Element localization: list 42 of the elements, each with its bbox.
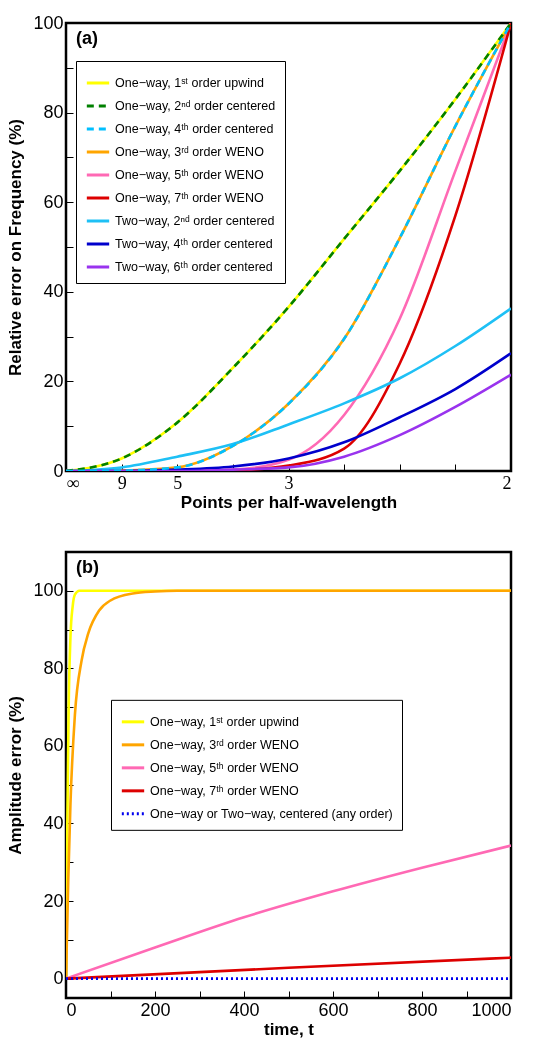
legend-label: Two−way, 6ᵗʰ order centered — [115, 260, 273, 274]
annotation: (b) — [76, 557, 99, 577]
y-tick-label: 40 — [43, 281, 64, 302]
x-axis-title: Points per half-wavelength — [180, 492, 398, 512]
legend-label: One−way, 1ˢᵗ order upwind — [150, 714, 299, 729]
legend-label: One−way or Two−way, centered (any order) — [150, 806, 393, 821]
legend-label: One−way, 2ⁿᵈ order centered — [115, 99, 276, 113]
y-axis-title: Amplitude error (%) — [6, 696, 26, 855]
legend-label: One−way, 5ᵗʰ order WENO — [150, 760, 299, 775]
legend-label: One−way, 1ˢᵗ order upwind — [115, 76, 264, 90]
y-tick-label: 80 — [43, 657, 64, 678]
legend-label: One−way, 3ʳᵈ order WENO — [150, 737, 300, 752]
legend-label: One−way, 7ᵗʰ order WENO — [150, 783, 299, 798]
x-tick-label: 600 — [318, 999, 349, 1020]
y-axis-title: Relative error on Frequency (%) — [6, 119, 26, 376]
y-tick-label: 60 — [43, 735, 64, 756]
legend-label: One−way, 7ᵗʰ order WENO — [115, 191, 264, 205]
y-tick-label: 40 — [43, 812, 64, 833]
y-tick-label: 100 — [33, 580, 64, 601]
x-tick-label: 200 — [140, 999, 171, 1020]
annotation: (a) — [76, 28, 98, 48]
x-tick-label: 3 — [284, 472, 294, 493]
legend-label: One−way, 3ʳᵈ order WENO — [115, 145, 265, 159]
x-tick-label: ∞ — [66, 472, 80, 493]
y-tick-label: 20 — [43, 370, 64, 391]
x-tick-label: 0 — [66, 999, 77, 1020]
y-tick-label: 80 — [43, 102, 64, 123]
legend-label: Two−way, 2ⁿᵈ order centered — [115, 214, 275, 228]
x-tick-label: 800 — [407, 999, 438, 1020]
y-tick-label: 100 — [33, 12, 64, 33]
y-tick-label: 0 — [53, 968, 64, 989]
legend-label: One−way, 4ᵗʰ order centered — [115, 122, 274, 136]
x-tick-label: 9 — [117, 472, 127, 493]
y-tick-label: 60 — [43, 191, 64, 212]
x-tick-label: 400 — [229, 999, 260, 1020]
legend-label: One−way, 5ᵗʰ order WENO — [115, 168, 264, 182]
x-axis-title: time, t — [263, 1019, 315, 1039]
y-tick-label: 20 — [43, 890, 64, 911]
x-tick-label: 1000 — [471, 999, 512, 1020]
x-tick-label: 5 — [173, 472, 183, 493]
x-tick-label: 2 — [502, 472, 512, 493]
legend-label: Two−way, 4ᵗʰ order centered — [115, 237, 273, 251]
